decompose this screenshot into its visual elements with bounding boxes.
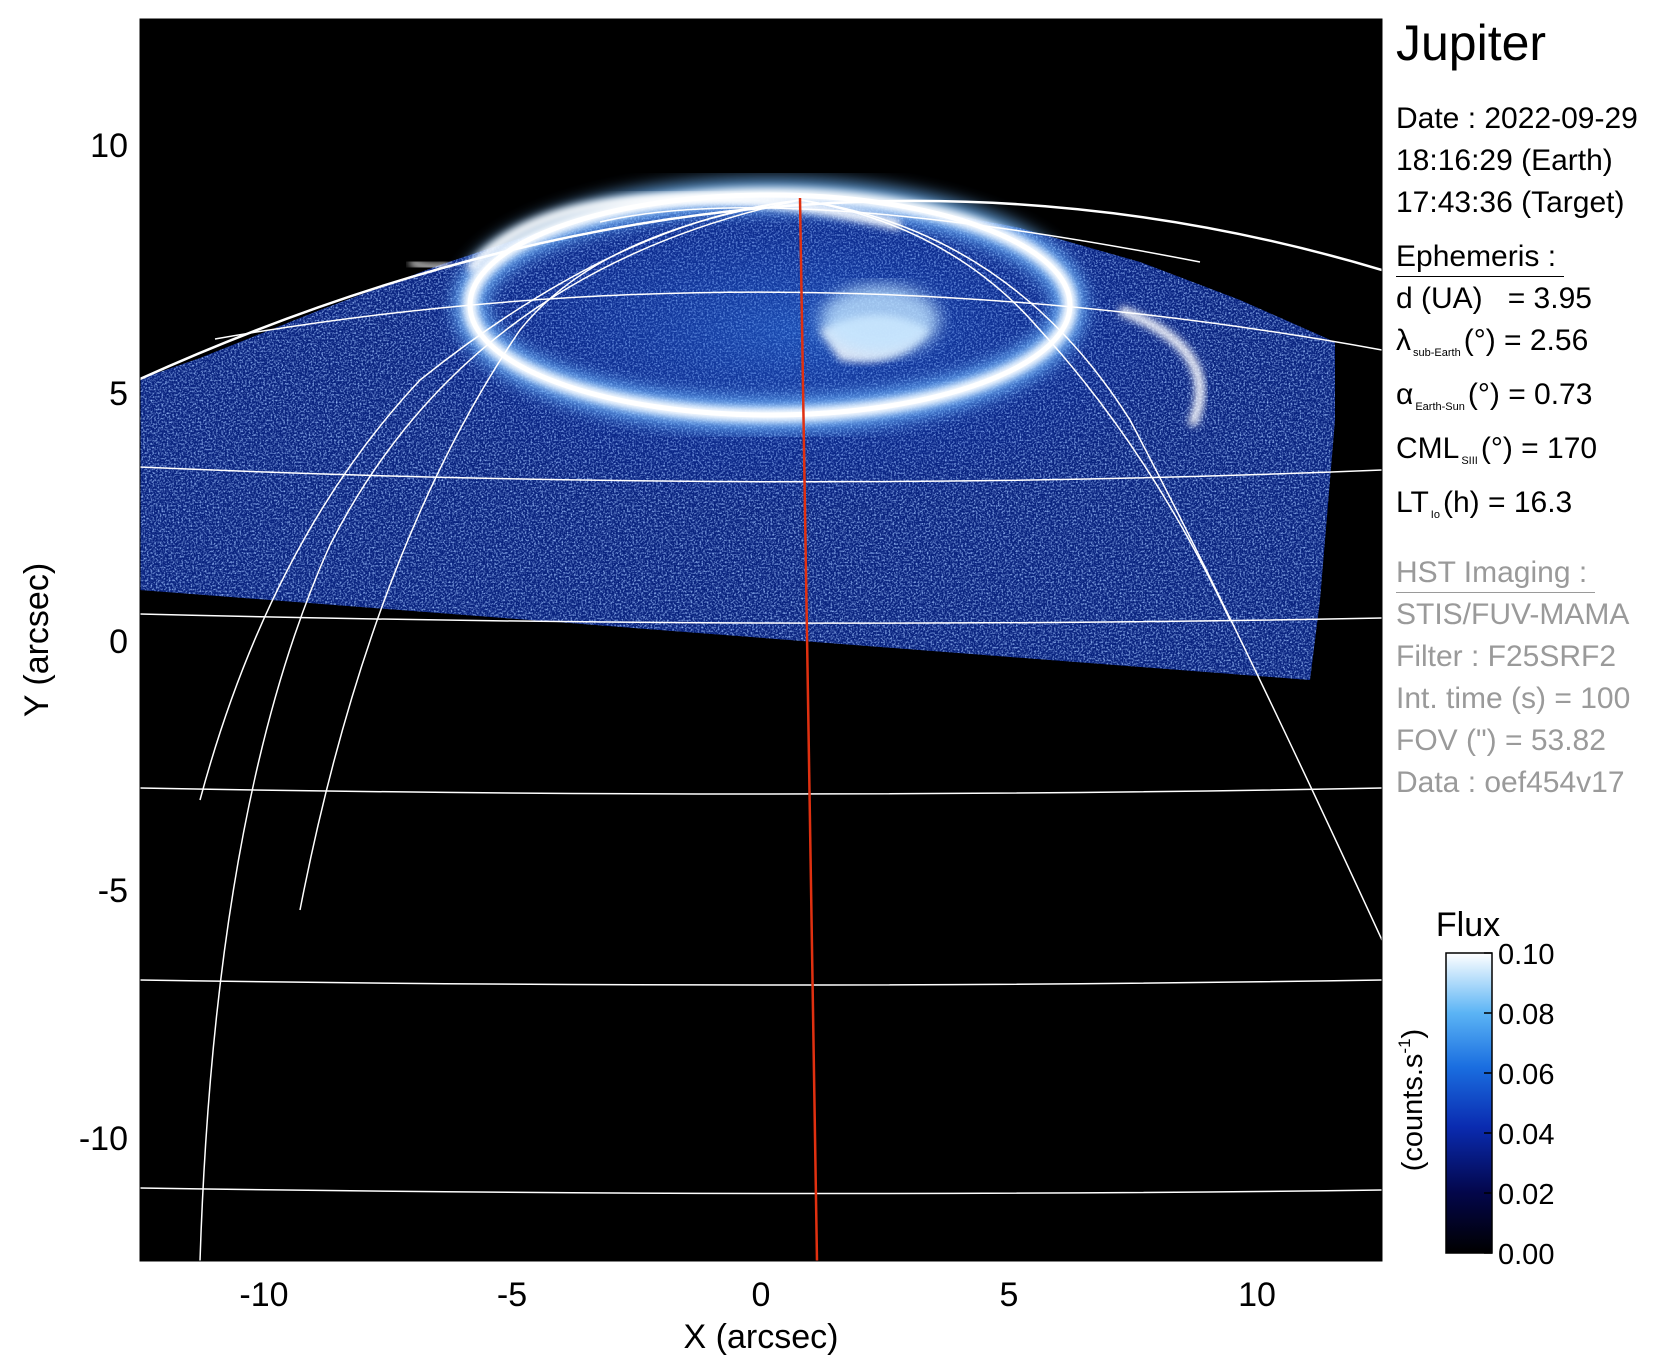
latitude-value: (°) = 2.56 <box>1463 324 1589 357</box>
x-tick-label: -10 <box>239 1276 288 1314</box>
x-axis-ticks: -10 -5 0 5 10 <box>239 1276 1275 1314</box>
hst-imaging-heading: HST Imaging : <box>1396 554 1596 593</box>
filter: Filter : F25SRF2 <box>1396 640 1617 673</box>
parallel <box>140 613 1382 624</box>
meridian <box>199 199 801 1261</box>
earth-time: 18:16:29 (Earth) <box>1396 144 1613 177</box>
colorbar-unit-exponent: -1 <box>1395 1038 1414 1053</box>
colorbar-tick-label: 0.04 <box>1498 1119 1554 1151</box>
ephemeris-heading: Ephemeris : <box>1396 238 1565 277</box>
phase-angle-row: α Earth-Sun (°) = 0.73 <box>1396 374 1674 428</box>
alpha-value: (°) = 0.73 <box>1467 378 1593 411</box>
cml-symbol: CML <box>1396 432 1460 465</box>
x-tick-label: -5 <box>497 1276 527 1314</box>
colorbar-unit-base: (counts.s <box>1397 1054 1429 1172</box>
integration-time: Int. time (s) = 100 <box>1396 682 1631 715</box>
alpha-symbol: α <box>1396 378 1414 411</box>
y-tick-label: -5 <box>98 872 128 910</box>
parallel <box>140 979 1382 986</box>
colorbar-tick-label: 0.00 <box>1498 1239 1554 1271</box>
y-axis-ticks: 10 5 0 -5 -10 <box>79 127 128 1158</box>
lt-symbol: LT <box>1396 486 1429 519</box>
cml-row: CML SIII (°) = 170 <box>1396 428 1674 482</box>
meridian <box>799 199 1382 941</box>
dataset-id: Data : oef454v17 <box>1396 766 1625 799</box>
parallel <box>140 466 1382 483</box>
x-tick-label: 10 <box>1238 1276 1276 1314</box>
colorbar-title: Flux <box>1436 906 1500 944</box>
planet-name: Jupiter <box>1396 15 1547 71</box>
distance-row: d (UA) = 3.95 <box>1396 278 1674 320</box>
io-local-time-row: LT Io (h) = 16.3 <box>1396 482 1674 536</box>
colorbar-tick-label: 0.06 <box>1498 1059 1554 1091</box>
lat-lon-grid <box>140 199 1382 1261</box>
latitude-subscript: sub-Earth <box>1413 347 1461 359</box>
y-tick-label: 0 <box>109 623 128 661</box>
sub-earth-latitude-row: λ sub-Earth (°) = 2.56 <box>1396 320 1674 374</box>
colorbar-tick-label: 0.08 <box>1498 999 1554 1031</box>
central-meridian-line <box>798 197 819 1262</box>
lt-value: (h) = 16.3 <box>1442 486 1573 519</box>
distance-value: = 3.95 <box>1507 282 1592 315</box>
field-of-view: FOV (") = 53.82 <box>1396 724 1606 757</box>
x-tick-label: 0 <box>752 1276 771 1314</box>
lt-subscript: Io <box>1430 509 1440 521</box>
target-time: 17:43:36 (Target) <box>1396 186 1625 219</box>
x-tick-label: 5 <box>1000 1276 1019 1314</box>
meridian <box>199 199 801 801</box>
y-tick-label: 5 <box>109 375 128 413</box>
colorbar: Flux 0.00 0.02 0.04 0.06 0.08 0.10 (coun… <box>1395 906 1554 1271</box>
distance-label: d (UA) <box>1396 282 1483 315</box>
y-tick-label: -10 <box>79 1120 128 1158</box>
parallel <box>599 207 1201 263</box>
axes-frame <box>139 18 1383 1262</box>
instrument: STIS/FUV-MAMA <box>1396 598 1630 631</box>
parallel <box>214 291 1382 351</box>
colorbar-tick-label: 0.02 <box>1498 1179 1554 1211</box>
x-axis-label: X (arcsec) <box>684 1318 839 1356</box>
hst-imaging-block: HST Imaging : STIS/FUV-MAMA Filter : F25… <box>1396 552 1674 804</box>
parallel <box>140 787 1382 795</box>
y-axis-label: Y (arcsec) <box>18 563 56 717</box>
meridian <box>799 199 1231 621</box>
colorbar-tick-label: 0.10 <box>1498 939 1554 971</box>
colorbar-gradient <box>1445 952 1493 1254</box>
latitude-symbol: λ <box>1396 324 1411 357</box>
y-tick-label: 10 <box>90 127 128 165</box>
cml-value: (°) = 170 <box>1480 432 1598 465</box>
colorbar-unit-close: ) <box>1397 1029 1429 1039</box>
parallel <box>140 1187 1382 1195</box>
observation-date: Date : 2022-09-29 <box>1396 102 1638 135</box>
colorbar-unit-label: (counts.s-1) <box>1395 1029 1429 1171</box>
cml-subscript: SIII <box>1461 455 1478 467</box>
info-panel: Jupiter Date : 2022-09-29 18:16:29 (Eart… <box>1396 18 1674 804</box>
alpha-subscript: Earth-Sun <box>1415 401 1465 413</box>
